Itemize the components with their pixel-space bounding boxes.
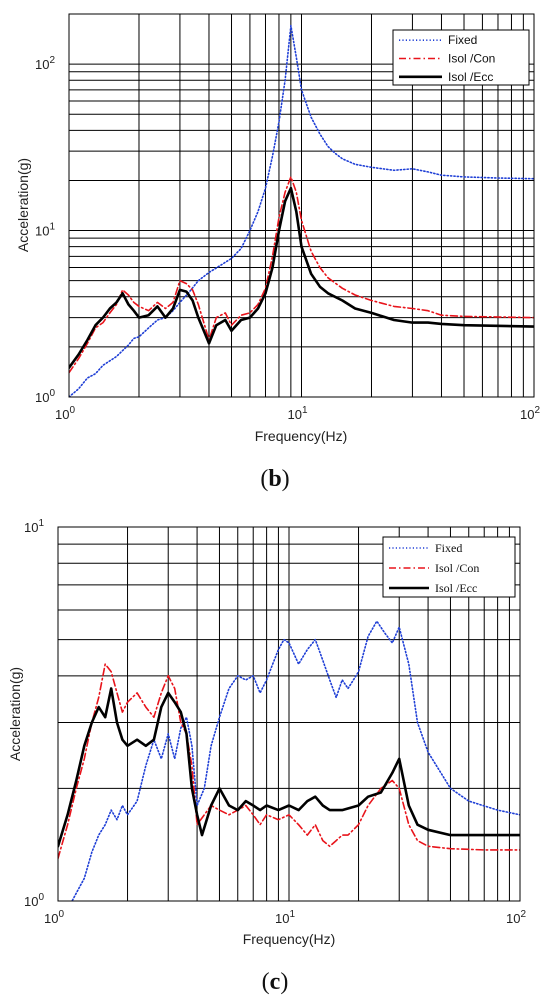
- legend-c: Fixed Isol /Con Isol /Ecc: [382, 536, 516, 598]
- plot-frame-c: [57, 526, 521, 902]
- legend-label: Isol /Con: [448, 52, 495, 66]
- series-line-solid: [58, 687, 520, 848]
- x-tick-label: 100: [44, 909, 64, 926]
- y-tick-label: 100: [24, 892, 44, 909]
- x-tick-label: 101: [287, 405, 307, 422]
- y-tick-label: 102: [35, 55, 55, 72]
- x-tick-label: 102: [506, 909, 526, 926]
- series-line-dotted: [71, 620, 520, 901]
- y-tick-label: 101: [35, 222, 55, 239]
- tick-labels-b: 100 101 102 100 101 102: [35, 55, 540, 422]
- legend-label: Isol /Ecc: [435, 581, 477, 595]
- caption-c: (c): [262, 969, 289, 995]
- legend-b: Fixed Isol /Con Isol /Ecc: [392, 29, 530, 86]
- series-group-b: [69, 24, 534, 397]
- y-axis-label-c: Acceleration(g): [7, 667, 23, 761]
- chart-b: 100 101 102 100 101 102 Fixed Isol /Con Isol /E…: [15, 13, 540, 492]
- series-line-dashdot: [69, 176, 534, 374]
- series-group-c: [58, 620, 520, 901]
- legend-label: Fixed: [448, 33, 477, 47]
- legend-label: Fixed: [435, 541, 462, 555]
- series-line-solid: [69, 186, 534, 370]
- x-tick-label: 102: [520, 405, 540, 422]
- legend-label: Isol /Con: [435, 561, 479, 575]
- plot-frame-b: [68, 13, 535, 398]
- y-axis-label-b: Acceleration(g): [15, 158, 31, 252]
- x-axis-label-b: Frequency(Hz): [255, 428, 348, 444]
- x-axis-label-c: Frequency(Hz): [243, 931, 336, 947]
- x-tick-label: 101: [275, 909, 295, 926]
- x-tick-label: 100: [55, 405, 75, 422]
- y-tick-label: 100: [35, 388, 55, 405]
- tick-labels-c: 100 101 102 100 101: [24, 518, 526, 926]
- legend-label: Isol /Ecc: [448, 70, 493, 84]
- caption-b: (b): [260, 466, 289, 492]
- series-line-dotted: [69, 24, 534, 397]
- y-tick-label: 101: [24, 518, 44, 535]
